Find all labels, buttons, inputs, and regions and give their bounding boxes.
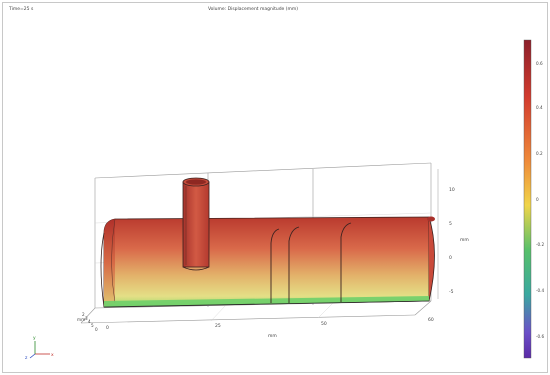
legend-tick: 0.6 <box>536 61 543 66</box>
z-tick: 10 <box>449 187 455 193</box>
color-legend: 0.6 0.4 0.2 0 -0.2 -0.4 -0.6 <box>523 39 545 359</box>
x-axis-unit: mm <box>268 334 277 339</box>
triad-z-label: z <box>25 356 28 361</box>
y-tick: 0 <box>95 327 98 332</box>
legend-tick: -0.4 <box>536 288 545 293</box>
nozzle <box>182 177 210 271</box>
y-tick: 4 <box>88 319 91 324</box>
legend-tick: -0.2 <box>536 242 545 247</box>
plot-title: Volume: Displacement magnitude (mm) <box>207 7 299 12</box>
x-tick: 60 <box>428 317 434 323</box>
z-tick: -5 <box>449 289 454 295</box>
y-tick: 3 <box>85 316 88 321</box>
z-tick: 5 <box>449 221 452 227</box>
legend-tick: 0 <box>536 197 539 202</box>
triad-y-label: y <box>33 336 36 341</box>
x-axis-ticks: 0 25 50 60 mm <box>106 317 434 339</box>
x-tick: 50 <box>321 321 327 327</box>
y-axis-unit: mm <box>77 317 85 322</box>
y-tick: 2 <box>82 312 85 317</box>
x-tick: 0 <box>106 325 109 331</box>
legend-tick: 0.2 <box>536 151 543 156</box>
z-tick: 0 <box>449 255 452 261</box>
pipe-body <box>100 216 435 308</box>
z-axis-ticks: 10 5 0 -5 mm <box>437 169 469 299</box>
graphics-canvas[interactable]: 0 25 50 60 mm 0 5 4 3 2 mm 10 5 0 -5 mm <box>3 3 549 374</box>
rib-lines <box>270 222 352 303</box>
axis-triad: x y z <box>25 336 54 361</box>
time-label: Time=25 s <box>9 7 34 12</box>
legend-tick: -0.6 <box>536 334 545 339</box>
color-legend-bar <box>523 39 532 359</box>
triad-x-label: x <box>51 353 54 358</box>
y-axis-ticks: 0 5 4 3 2 mm <box>77 312 98 332</box>
x-tick: 25 <box>215 323 221 329</box>
z-axis-unit: mm <box>460 238 469 243</box>
y-tick: 5 <box>91 323 94 328</box>
legend-tick: 0.4 <box>536 105 543 110</box>
